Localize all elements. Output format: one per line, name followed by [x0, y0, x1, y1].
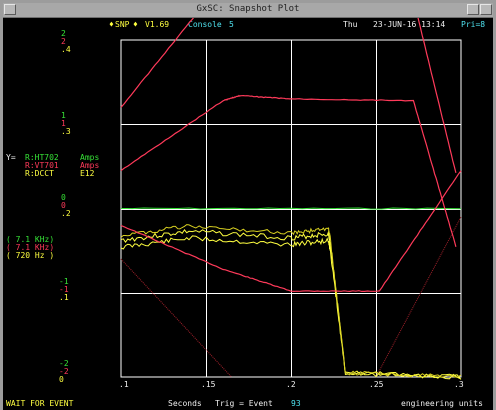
axis-dcct-2: .3 — [61, 127, 71, 136]
trace-red-lower — [120, 170, 462, 293]
legend-dcct-name[interactable]: R:DCCT — [25, 169, 54, 178]
window-title: GxSC: Snapshot Plot — [196, 4, 300, 14]
legend-dcct-unit: E12 — [80, 169, 95, 178]
axis-ht702-5: -2 — [59, 359, 69, 368]
trigger-event: 93 — [291, 399, 301, 408]
legend-vt701-unit: Amps — [80, 161, 100, 170]
minimize-button[interactable] — [467, 4, 479, 15]
plot-area[interactable]: ♦ SNP ♦ V1.69 Console 5 Thu 23-JUN-16 13… — [3, 18, 493, 410]
console-label: Console — [188, 20, 222, 29]
axis-ht702-4: -1 — [59, 277, 69, 286]
filter-ht702: ( 7.1 KHz) — [6, 235, 55, 244]
trigger-label: Trig = Event — [215, 399, 273, 408]
title-bar[interactable]: GxSC: Snapshot Plot — [3, 3, 493, 18]
snp-marker-left: ♦ — [109, 20, 114, 29]
x-tick-label: .2 — [286, 380, 296, 389]
priority-label: Pri=8 — [461, 20, 486, 29]
faint-trace — [120, 258, 232, 378]
date-time: 23-JUN-16 13:14 — [373, 20, 446, 29]
day-label: Thu — [343, 20, 358, 29]
legend-vt701-name[interactable]: R:VT701 — [25, 161, 59, 170]
legend-ht702-unit: Amps — [80, 153, 100, 162]
maximize-button[interactable] — [480, 4, 492, 15]
window-menu-button[interactable] — [4, 4, 16, 15]
x-tick-label: .3 — [454, 380, 464, 389]
axis-vt701-2: 1 — [61, 119, 66, 128]
console-number: 5 — [229, 20, 234, 29]
trace-dcct — [120, 235, 462, 380]
axis-ht702-2: 1 — [61, 111, 66, 120]
axis-vt701-top: 2 — [61, 37, 66, 46]
trace-ht702 — [120, 18, 457, 174]
filter-dcct: ( 720 Hz ) — [6, 251, 55, 260]
legend-ht702-name[interactable]: R:HT702 — [25, 153, 59, 162]
units-label: engineering units — [401, 399, 483, 408]
trace-dcct — [120, 224, 462, 378]
x-axis-label: Seconds — [168, 399, 202, 408]
snp-marker-right: ♦ — [133, 20, 138, 29]
filter-vt701: ( 7.1 KHz) — [6, 243, 55, 252]
axis-ht702-3: 0 — [61, 193, 66, 202]
trace-vt701 — [120, 94, 457, 247]
x-tick-label: .1 — [119, 380, 129, 389]
x-tick-label: .15 — [201, 380, 216, 389]
axis-dcct-5: 0 — [59, 375, 64, 384]
axis-vt701-3: 0 — [61, 201, 66, 210]
x-tick-label: .25 — [369, 380, 384, 389]
faint-trace — [375, 216, 462, 378]
app-version: V1.69 — [145, 20, 170, 29]
status-text: WAIT FOR EVENT — [6, 399, 74, 408]
axis-dcct-4: .1 — [59, 293, 69, 302]
axis-dcct-3: .2 — [61, 209, 71, 218]
app-name: SNP — [115, 20, 130, 29]
axis-dcct-top: .4 — [61, 45, 71, 54]
axis-vt701-4: -1 — [59, 285, 69, 294]
axis-ht702-top: 2 — [61, 29, 66, 38]
legend-axis-prefix: Y= — [6, 153, 16, 162]
axis-vt701-5: -2 — [59, 367, 69, 376]
snapshot-chart — [120, 18, 462, 380]
trace-green — [120, 207, 462, 210]
